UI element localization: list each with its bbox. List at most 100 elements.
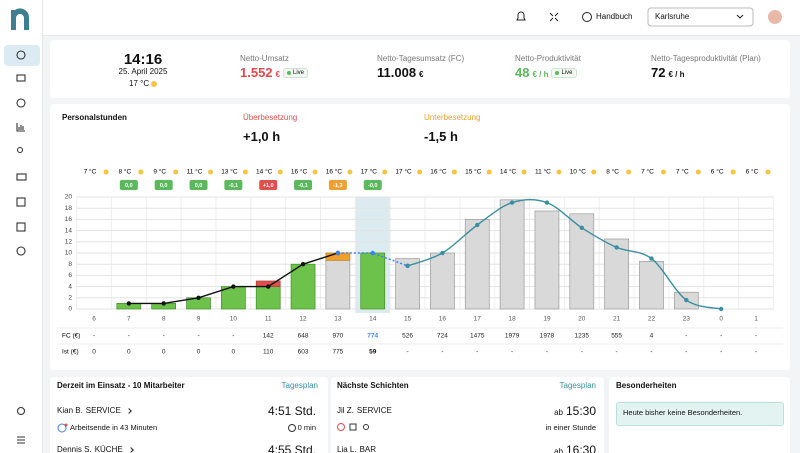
line-point xyxy=(509,200,515,205)
line-point xyxy=(718,306,724,312)
nav-menu[interactable] xyxy=(17,436,25,444)
weather-icon xyxy=(521,169,527,175)
staffing-badge xyxy=(328,180,347,190)
help-link[interactable]: Handbuch xyxy=(596,12,633,21)
chevron xyxy=(736,14,744,19)
table-cell: 775 xyxy=(332,349,343,356)
line-point xyxy=(196,295,201,300)
x-tick-label: 8 xyxy=(162,316,166,323)
weather-temp: 16 °C xyxy=(326,168,343,176)
weather-icon xyxy=(486,169,492,175)
nav-settings[interactable] xyxy=(16,246,26,256)
location: Karlsruhe xyxy=(655,12,690,21)
weather-icon xyxy=(556,169,562,175)
staffing-badge xyxy=(294,180,313,190)
kpi-value-row: 11.008 € xyxy=(377,66,424,79)
nav-dashboard[interactable] xyxy=(16,50,26,60)
table-cell: 970 xyxy=(332,333,343,340)
table-cell: - xyxy=(616,349,618,356)
table-cell: 526 xyxy=(402,333,413,340)
y-tick-label: 8 xyxy=(68,261,72,268)
staffing-badge xyxy=(363,180,382,190)
nav-ideas[interactable] xyxy=(16,406,26,416)
table-cell: - xyxy=(581,349,583,356)
x-tick-label: 11 xyxy=(265,316,272,323)
employee-role: SERVICE xyxy=(85,406,121,415)
table-cell: 774 xyxy=(367,333,378,340)
bar xyxy=(255,286,281,310)
fullscreen-icon[interactable] xyxy=(549,12,559,22)
weather-temp: 8 °C xyxy=(118,168,131,176)
line-point xyxy=(370,250,375,256)
help-icon[interactable] xyxy=(582,12,592,22)
x-tick-label: 22 xyxy=(648,316,656,323)
next-shifts-title: Nächste Schichten xyxy=(337,381,409,390)
nav-reports[interactable] xyxy=(16,123,25,132)
line-point xyxy=(544,200,550,205)
employee-row: Dennis S. KÜCHE xyxy=(57,446,134,453)
live-badge: Live xyxy=(551,67,577,78)
on-duty-card xyxy=(50,377,328,453)
on-duty-link[interactable]: Tagesplan xyxy=(281,381,318,390)
on-duty-title: Derzeit im Einsatz - 10 Mitarbeiter xyxy=(57,381,185,390)
weather-temp: 16 °C xyxy=(291,168,308,176)
x-tick-label: 14 xyxy=(369,316,377,323)
shift-time: 15:30 xyxy=(565,404,596,418)
shift-role: BAR xyxy=(359,445,377,453)
table-cell: 0 xyxy=(162,349,166,356)
shift-row: Lia L. BAR xyxy=(337,446,376,453)
line-point xyxy=(266,284,271,289)
next-shifts-link[interactable]: Tagesplan xyxy=(559,381,596,390)
notes-message: Heute bisher keine Besonderheiten. xyxy=(623,408,743,417)
staffing-title: Personalstunden xyxy=(62,113,127,122)
nav-shifts[interactable] xyxy=(16,74,26,82)
staffing-badge xyxy=(189,180,208,190)
y-tick-label: 2 xyxy=(68,295,72,302)
avatar[interactable] xyxy=(768,10,782,24)
staffing-card xyxy=(50,104,790,370)
weather-icon xyxy=(173,169,179,175)
weather-temp: 7 °C xyxy=(676,168,689,176)
shift-start: ab 16:30 xyxy=(554,444,596,453)
nav-docs[interactable] xyxy=(16,197,26,207)
bell-icon[interactable] xyxy=(516,11,526,21)
kpi-unit: € xyxy=(419,70,424,79)
line xyxy=(407,198,722,310)
logo[interactable] xyxy=(11,8,29,31)
kpi-card xyxy=(50,40,790,98)
weather-icon xyxy=(277,169,283,175)
nav-cards[interactable] xyxy=(16,173,27,181)
nav-tasks[interactable] xyxy=(16,222,26,232)
weather-temp: 14 °C xyxy=(500,168,517,176)
table-cell: 724 xyxy=(437,333,448,340)
topbar-icons xyxy=(516,7,782,27)
weather-icon xyxy=(382,169,388,175)
weather-icon xyxy=(591,169,597,175)
bar xyxy=(325,259,351,310)
over-value: +1,0 h xyxy=(243,129,281,144)
weather-temp: 7 °C xyxy=(641,168,654,176)
kpi-value: 72 xyxy=(651,65,666,80)
shift-name: Jil Z. xyxy=(337,406,354,415)
table-cell: - xyxy=(546,349,548,356)
table-cell: 1235 xyxy=(575,333,590,340)
shift-name: Lia L. xyxy=(337,445,357,453)
live-dot xyxy=(287,70,291,75)
shift-start: ab 15:30 xyxy=(554,405,596,417)
table-cell: - xyxy=(406,349,408,356)
shift-row: Jil Z. SERVICE xyxy=(337,407,392,415)
table-cell: - xyxy=(650,349,652,356)
shift-from: ab xyxy=(554,408,563,417)
sun-icon xyxy=(151,81,157,87)
nav-staff[interactable] xyxy=(16,146,24,154)
nav-time[interactable] xyxy=(16,98,26,108)
table-cell: - xyxy=(441,349,443,356)
nav-active xyxy=(4,45,40,66)
table-cell: 648 xyxy=(298,333,309,340)
weather-icon xyxy=(417,169,423,175)
kpi-value-row: 48 € / h Live xyxy=(515,66,577,79)
location-select[interactable] xyxy=(647,7,754,27)
bar xyxy=(499,199,525,310)
y-tick-label: 18 xyxy=(65,205,73,212)
